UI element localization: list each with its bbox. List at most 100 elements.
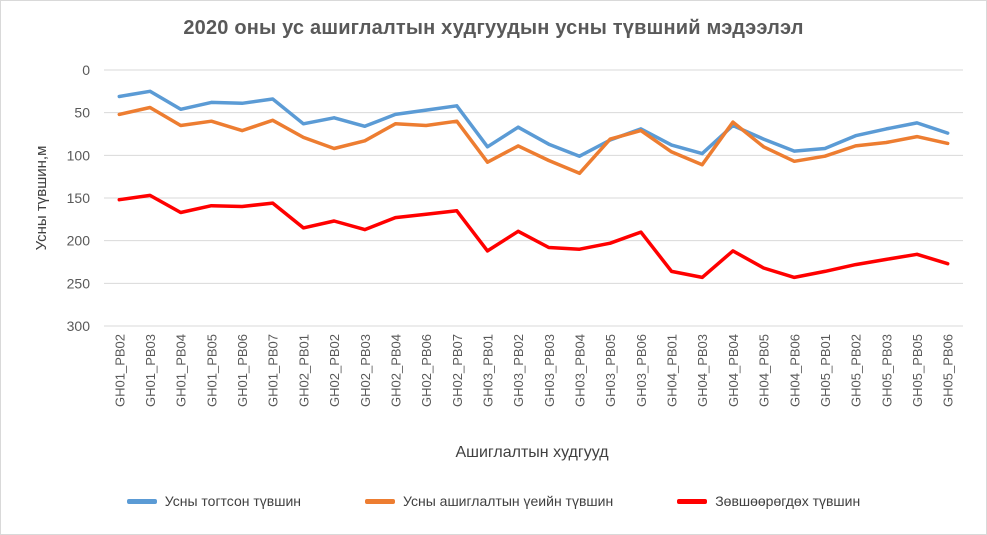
y-tick-labels: 0 50 100 150 200 250 300	[67, 62, 91, 334]
x-tick-label: GH02_PB01	[296, 334, 311, 407]
legend-swatch-red	[677, 498, 708, 504]
data-point	[700, 275, 704, 279]
x-tick-label: GH01_PB05	[204, 334, 219, 407]
data-point	[424, 212, 428, 216]
data-point	[700, 152, 704, 156]
data-point	[240, 205, 244, 209]
x-tick-label: GH04_PB01	[665, 334, 680, 407]
data-point	[209, 204, 213, 208]
y-tick-label: 300	[67, 318, 91, 334]
data-point	[393, 122, 397, 126]
y-tick-label: 100	[67, 147, 91, 163]
data-point	[455, 104, 459, 108]
data-point	[179, 107, 183, 111]
y-axis-label: Усны түвшин,м	[33, 146, 50, 251]
data-point	[762, 145, 766, 149]
x-tick-label: GH02_PB06	[419, 334, 434, 407]
data-point	[578, 154, 582, 158]
data-point	[516, 229, 520, 233]
x-tick-label: GH02_PB02	[327, 334, 342, 407]
series-layer	[117, 89, 950, 280]
data-point	[117, 94, 121, 98]
data-point	[485, 249, 489, 253]
data-point	[946, 262, 950, 266]
data-point	[792, 275, 796, 279]
data-point	[792, 159, 796, 163]
data-point	[670, 143, 674, 147]
data-point	[240, 101, 244, 105]
data-point	[823, 154, 827, 158]
data-point	[148, 89, 152, 93]
series-line-2	[117, 193, 950, 280]
data-point	[117, 198, 121, 202]
data-point	[578, 171, 582, 175]
data-point	[148, 193, 152, 197]
data-point	[516, 125, 520, 129]
x-tick-label: GH01_PB04	[174, 334, 189, 407]
y-tick-label: 150	[67, 190, 91, 206]
data-point	[455, 209, 459, 213]
data-point	[578, 247, 582, 251]
data-point	[516, 144, 520, 148]
x-tick-label: GH04_PB06	[787, 334, 802, 407]
data-point	[915, 135, 919, 139]
y-tick-label: 50	[74, 105, 90, 121]
data-point	[639, 230, 643, 234]
x-tick-label: GH05_PB03	[879, 334, 894, 407]
data-point	[670, 269, 674, 273]
data-point	[271, 201, 275, 205]
data-point	[792, 149, 796, 153]
data-point	[209, 100, 213, 104]
x-tick-label: GH02_PB03	[358, 334, 373, 407]
chart-title: 2020 оны ус ашиглалтын худгуудын усны тү…	[183, 17, 804, 39]
data-point	[823, 147, 827, 151]
data-point	[639, 129, 643, 133]
data-point	[608, 241, 612, 245]
x-tick-label: GH05_PB02	[849, 334, 864, 407]
data-point	[363, 228, 367, 232]
data-point	[762, 137, 766, 141]
y-tick-label: 0	[82, 62, 90, 78]
data-point	[547, 245, 551, 249]
x-tick-label: GH03_PB04	[573, 334, 588, 407]
data-point	[301, 226, 305, 230]
legend-label: Усны ашиглалтын үеийн түвшин	[403, 493, 614, 509]
legend-swatch-orange	[365, 498, 396, 504]
data-point	[915, 121, 919, 125]
data-point	[700, 163, 704, 167]
data-point	[393, 216, 397, 220]
data-point	[117, 112, 121, 116]
data-point	[485, 160, 489, 164]
legend-item-allowable-level: Зөвшөөрөгдөх түвшин	[677, 493, 860, 509]
grid-layer	[104, 69, 963, 327]
x-tick-label: GH03_PB02	[511, 334, 526, 407]
data-point	[884, 127, 888, 131]
legend-item-operating-level: Усны ашиглалтын үеийн түвшин	[365, 493, 613, 509]
x-tick-label: GH01_PB07	[266, 334, 281, 407]
data-point	[670, 150, 674, 154]
data-point	[455, 119, 459, 123]
x-axis-label: Ашиглалтын худгууд	[455, 444, 609, 461]
series-line-1	[117, 105, 950, 176]
data-point	[424, 123, 428, 127]
data-point	[332, 147, 336, 151]
legend-label: Зөвшөөрөгдөх түвшин	[715, 493, 861, 509]
y-tick-label: 200	[67, 233, 91, 249]
data-point	[731, 120, 735, 124]
data-point	[240, 129, 244, 133]
series-line-0	[117, 89, 950, 158]
x-tick-label: GH05_PB01	[818, 334, 833, 407]
x-tick-label: GH01_PB02	[112, 334, 127, 407]
data-point	[762, 266, 766, 270]
data-point	[148, 106, 152, 110]
data-point	[946, 141, 950, 145]
y-tick-label: 250	[67, 275, 91, 291]
data-point	[332, 116, 336, 120]
data-point	[179, 123, 183, 127]
x-tick-label: GH03_PB05	[603, 334, 618, 407]
data-point	[485, 145, 489, 149]
data-point	[884, 141, 888, 145]
data-point	[209, 119, 213, 123]
